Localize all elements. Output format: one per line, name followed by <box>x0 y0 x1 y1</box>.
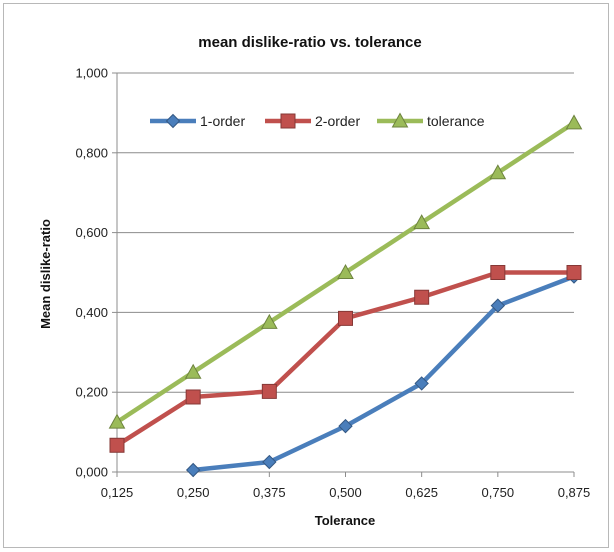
series-layer <box>108 114 583 478</box>
chart-frame <box>3 3 609 548</box>
chart-title: mean dislike-ratio vs. tolerance <box>198 34 421 51</box>
data-point <box>337 263 354 279</box>
x-tick-label: 0,500 <box>329 485 362 500</box>
data-point <box>185 389 201 405</box>
data-point <box>185 462 201 478</box>
data-point <box>109 437 125 453</box>
data-point <box>414 376 429 391</box>
data-point <box>489 164 507 180</box>
data-point <box>261 383 277 399</box>
y-tick-label: 0,000 <box>75 465 108 480</box>
legend-label: 2-order <box>315 113 360 129</box>
legend-entry: 1-order <box>150 113 245 129</box>
y-tick-labels: 0,000 0,200 0,400 0,600 0,800 1,000 <box>75 66 108 480</box>
legend-entry: 2-order <box>265 113 360 129</box>
y-tick-label: 0,200 <box>75 385 108 400</box>
legend-label: tolerance <box>427 113 485 129</box>
data-point <box>565 114 583 130</box>
data-point <box>490 298 506 313</box>
x-tick-labels: 0,125 0,250 0,375 0,500 0,625 0,750 0,875 <box>101 485 591 500</box>
data-point <box>262 454 277 470</box>
data-point <box>108 413 126 429</box>
data-point <box>338 310 353 326</box>
data-point <box>414 289 430 305</box>
series-1-order <box>185 269 582 478</box>
data-point <box>413 214 431 230</box>
data-point <box>260 313 278 329</box>
y-tick-label: 0,600 <box>75 225 108 240</box>
x-tick-label: 0,250 <box>177 485 210 500</box>
data-point <box>490 265 506 280</box>
data-point <box>338 418 353 434</box>
series-2-order <box>109 265 582 453</box>
x-tick-label: 0,750 <box>482 485 515 500</box>
series-line <box>192 274 575 473</box>
data-point <box>184 363 202 379</box>
legend-marker <box>391 112 409 128</box>
x-tick-label: 0,375 <box>253 485 286 500</box>
legend-marker <box>280 113 296 129</box>
y-axis-title: Mean dislike-ratio <box>38 219 53 329</box>
legend-marker <box>165 113 181 129</box>
legend-label: 1-order <box>200 113 245 129</box>
y-tick-label: 1,000 <box>75 66 108 81</box>
x-tick-label: 0,125 <box>101 485 134 500</box>
x-tick-label: 0,875 <box>558 485 591 500</box>
series-tolerance <box>108 114 583 429</box>
data-point <box>566 265 582 280</box>
y-tick-label: 0,400 <box>75 305 108 320</box>
x-axis-title: Tolerance <box>315 513 375 528</box>
y-tick-label: 0,800 <box>75 145 108 160</box>
x-tick-label: 0,625 <box>405 485 438 500</box>
legend-entry: tolerance <box>377 112 485 129</box>
legend: 1-order 2-order tolerance <box>150 112 485 129</box>
